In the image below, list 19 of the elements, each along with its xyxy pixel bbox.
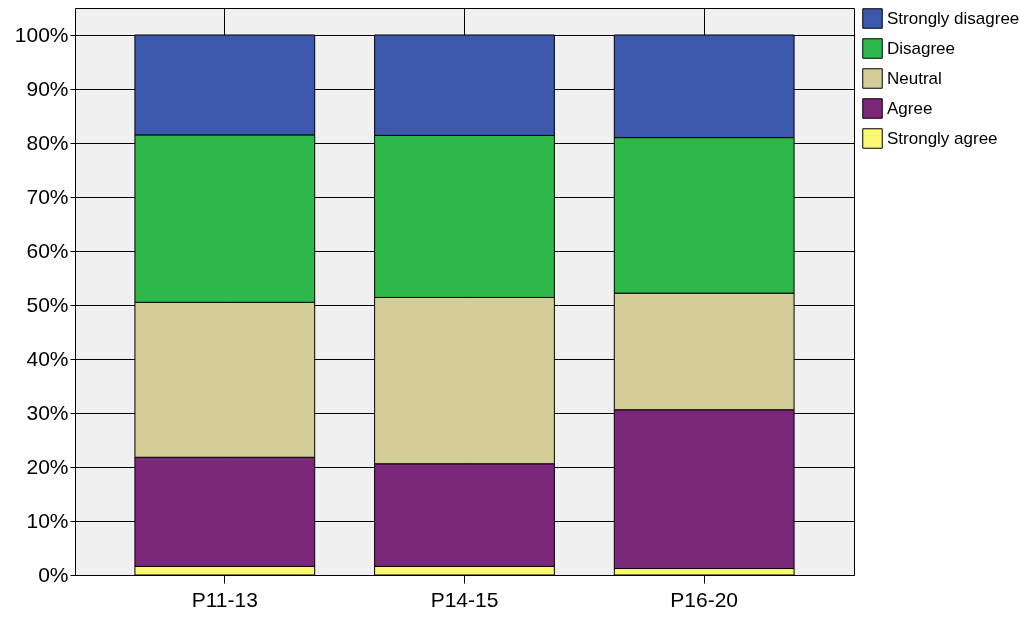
y-tick-label: 10% (26, 508, 69, 532)
x-tick-label: P11-13 (191, 587, 258, 611)
y-tick-label: 90% (26, 76, 69, 100)
y-tick-label: 100% (14, 22, 69, 46)
x-tick-label: P14-15 (430, 587, 499, 611)
legend-label: Neutral (887, 68, 942, 88)
legend-label: Agree (887, 98, 933, 118)
y-tick-label: 0% (38, 562, 69, 586)
y-tick-label: 20% (26, 454, 69, 478)
y-tick-label: 50% (26, 292, 69, 316)
x-tick-label: P16-20 (670, 587, 739, 611)
y-tick-label: 70% (26, 184, 69, 208)
legend-label: Disagree (887, 38, 956, 58)
legend-label: Strongly agree (887, 128, 998, 148)
y-tick-label: 40% (26, 346, 69, 370)
legend-label: Strongly disagree (887, 8, 1020, 28)
y-tick-label: 30% (26, 400, 69, 424)
y-tick-label: 80% (26, 130, 69, 154)
y-tick-label: 60% (26, 238, 69, 262)
